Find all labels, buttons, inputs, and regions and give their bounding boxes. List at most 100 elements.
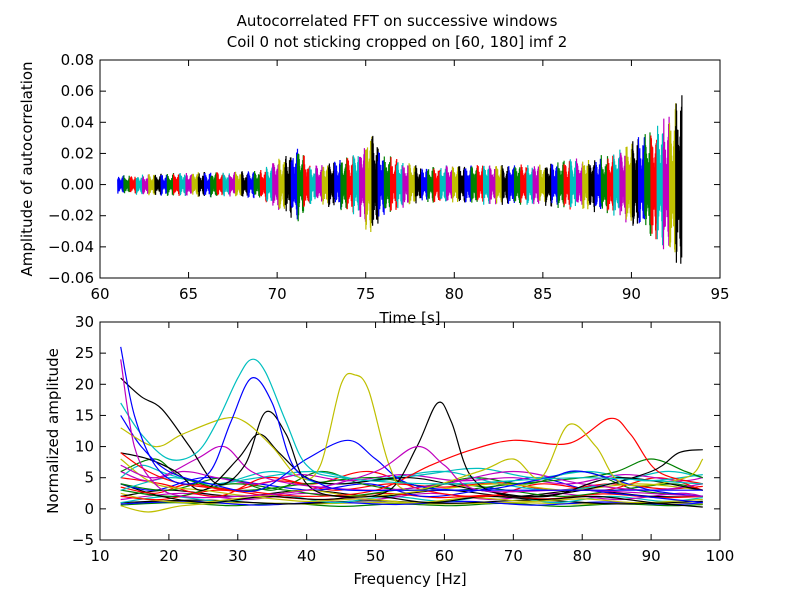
top-series-window bbox=[551, 163, 559, 205]
bottom-x-tick-label: 20 bbox=[159, 547, 178, 565]
top-y-tick-label: −0.06 bbox=[48, 269, 94, 287]
bottom-y-tick-label: 25 bbox=[75, 344, 94, 362]
top-series-window bbox=[470, 166, 478, 203]
top-series-window bbox=[482, 165, 491, 205]
top-series-window bbox=[575, 158, 584, 205]
top-x-tick-label: 95 bbox=[710, 285, 729, 303]
top-series-window bbox=[160, 174, 168, 196]
top-series-window bbox=[408, 163, 416, 205]
top-series-window bbox=[352, 155, 361, 215]
bottom-series-line bbox=[120, 489, 703, 498]
bottom-x-tick-label: 100 bbox=[706, 547, 735, 565]
top-chart-x-label: Time [s] bbox=[379, 309, 441, 327]
top-series-window bbox=[340, 157, 348, 211]
top-series-window bbox=[538, 164, 547, 202]
top-series-window bbox=[141, 174, 150, 195]
top-chart-y-axis: −0.06 −0.04 −0.02 0.00 0.02 0.04 0.06 0.08 bbox=[48, 51, 720, 287]
top-series-window bbox=[476, 165, 485, 202]
bottom-x-tick-label: 50 bbox=[366, 547, 385, 565]
bottom-x-tick-label: 10 bbox=[90, 547, 109, 565]
top-series-window bbox=[420, 168, 429, 201]
top-series-window bbox=[582, 159, 590, 210]
top-series-window bbox=[451, 166, 460, 203]
bottom-series-line bbox=[120, 346, 703, 492]
top-series-window bbox=[259, 168, 268, 203]
top-series-window bbox=[557, 160, 565, 209]
bottom-chart: 10 20 30 40 50 60 70 80 90 100 −5 0 5 10 15 20 25 30 Fre… bbox=[44, 313, 734, 588]
top-y-tick-label: 0.08 bbox=[61, 51, 94, 69]
top-series-window bbox=[247, 171, 255, 199]
bottom-y-tick-label: 20 bbox=[75, 375, 94, 393]
top-series-window bbox=[532, 166, 540, 205]
top-series-window bbox=[327, 162, 336, 208]
figure-title-line2: Coil 0 not sticking cropped on [60, 180]… bbox=[227, 33, 568, 51]
top-y-tick-label: 0.00 bbox=[61, 176, 94, 194]
top-series-window bbox=[526, 165, 534, 205]
top-series-window bbox=[445, 165, 454, 201]
top-chart-frame bbox=[99, 59, 721, 279]
bottom-series-line bbox=[120, 417, 703, 498]
top-y-tick-label: 0.02 bbox=[61, 144, 94, 162]
top-series-window bbox=[334, 159, 342, 209]
bottom-chart-y-axis: −5 0 5 10 15 20 25 30 bbox=[72, 313, 720, 549]
top-series-window bbox=[637, 136, 646, 224]
bottom-chart-x-axis: 10 20 30 40 50 60 70 80 90 100 bbox=[90, 322, 734, 565]
top-y-tick-label: −0.04 bbox=[48, 238, 94, 256]
top-series-window bbox=[414, 165, 423, 204]
top-series-window bbox=[284, 155, 292, 218]
top-y-tick-label: 0.06 bbox=[61, 82, 94, 100]
top-series-window bbox=[290, 148, 299, 220]
top-series-window bbox=[135, 174, 144, 195]
top-series-window bbox=[129, 176, 137, 194]
top-series-window bbox=[501, 164, 509, 205]
top-series-window bbox=[650, 135, 658, 240]
top-x-tick-label: 85 bbox=[533, 285, 552, 303]
top-series-window bbox=[619, 152, 627, 223]
top-chart-plot-area bbox=[117, 95, 683, 264]
top-series-window bbox=[272, 163, 280, 210]
bottom-y-tick-label: 30 bbox=[75, 313, 94, 331]
bottom-series-line bbox=[120, 415, 703, 497]
top-series-window bbox=[309, 167, 317, 205]
top-series-window bbox=[179, 173, 187, 197]
top-series-window bbox=[234, 171, 243, 197]
top-series-window bbox=[563, 160, 571, 210]
top-series-window bbox=[228, 171, 237, 197]
top-series-window bbox=[365, 136, 373, 233]
bottom-y-tick-label: 10 bbox=[75, 438, 94, 456]
top-x-tick-label: 80 bbox=[445, 285, 464, 303]
bottom-x-tick-label: 80 bbox=[573, 547, 592, 565]
top-series-window bbox=[371, 135, 379, 226]
bottom-chart-y-label: Normalized amplitude bbox=[44, 348, 62, 514]
bottom-x-tick-label: 30 bbox=[228, 547, 247, 565]
top-x-tick-label: 90 bbox=[622, 285, 641, 303]
top-series-window bbox=[675, 95, 683, 264]
top-series-window bbox=[668, 103, 677, 253]
top-series-window bbox=[123, 175, 131, 194]
top-series-window bbox=[631, 139, 640, 226]
top-series-window bbox=[265, 166, 274, 202]
bottom-x-tick-label: 70 bbox=[504, 547, 523, 565]
top-x-tick-label: 70 bbox=[268, 285, 287, 303]
top-series-window bbox=[296, 153, 305, 222]
top-series-window bbox=[389, 157, 398, 211]
top-series-window bbox=[600, 155, 609, 214]
top-series-window bbox=[613, 149, 621, 216]
top-x-tick-label: 75 bbox=[356, 285, 375, 303]
bottom-series-line bbox=[120, 489, 703, 501]
top-y-tick-label: −0.02 bbox=[48, 207, 94, 225]
top-series-window bbox=[396, 162, 404, 209]
top-series-window bbox=[520, 164, 528, 203]
bottom-chart-x-label: Frequency [Hz] bbox=[353, 570, 466, 588]
bottom-x-tick-label: 90 bbox=[642, 547, 661, 565]
bottom-series-line bbox=[120, 483, 703, 508]
top-series-window bbox=[377, 152, 385, 217]
top-series-window bbox=[625, 143, 633, 221]
bottom-chart-frame bbox=[99, 321, 721, 541]
top-series-window bbox=[662, 116, 671, 250]
bottom-series-line bbox=[120, 494, 703, 504]
top-series-window bbox=[346, 156, 354, 213]
top-series-window bbox=[203, 172, 212, 197]
bottom-y-tick-label: −5 bbox=[72, 531, 94, 549]
